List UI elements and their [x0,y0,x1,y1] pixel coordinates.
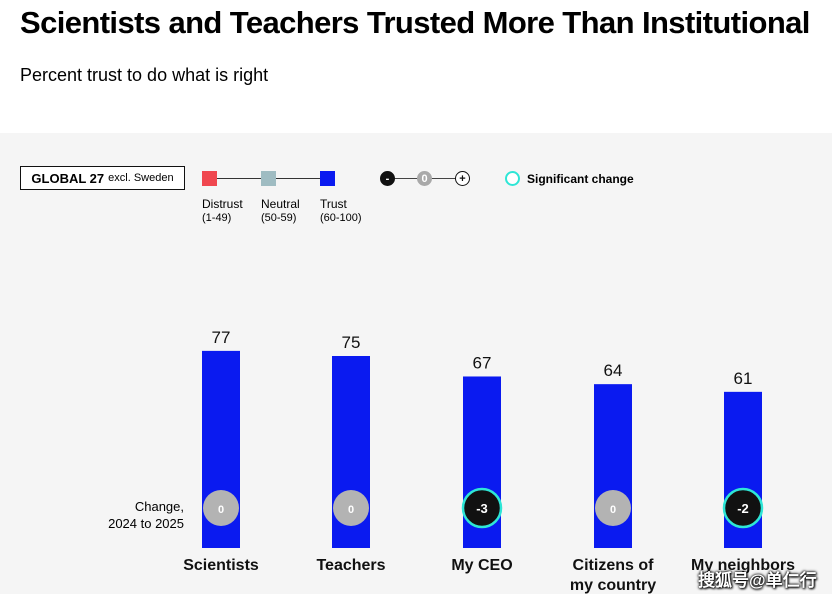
value-label-3: 64 [604,361,623,380]
legend-label-neutral: Neutral [261,197,300,211]
change-circle-0 [203,490,239,526]
chart-subtitle: Percent trust to do what is right [20,65,269,85]
category-label-2-0: My CEO [451,557,512,574]
significant-change-label: Significant change [527,172,634,186]
change-row-label: Change, 2024 to 2025 [86,498,184,532]
scope-label: GLOBAL 27 [31,170,105,186]
chart-panel [0,133,832,594]
change-circle-3 [595,490,631,526]
chart-title: Scientists and Teachers Trusted More Tha… [20,5,810,40]
significant-change-icon [505,171,520,186]
zero-change-dot: 0 [417,171,432,186]
legend-range-trust: (60-100) [320,212,362,224]
trust-swatch [320,171,335,186]
value-label-4: 61 [734,369,753,388]
value-label-2: 67 [473,353,492,372]
scope-box: GLOBAL 27 excl. Sweden [20,166,185,190]
change-circle-1 [333,490,369,526]
category-label-4-0: My neighbors [691,557,795,574]
distrust-swatch [202,171,217,186]
category-label-3-0: Citizens of [573,557,655,574]
change-label-3: 0 [610,504,616,516]
scope-note: excl. Sweden [108,172,174,184]
negative-change-dot: - [380,171,395,186]
change-label-line-2: 2024 to 2025 [108,516,184,531]
neutral-swatch [261,171,276,186]
change-label-0: 0 [218,504,224,516]
positive-change-dot: + [455,171,470,186]
category-label-0-0: Scientists [183,557,259,574]
change-circle-4 [722,487,764,529]
change-label-line-1: Change, [134,499,184,514]
legend-range-distrust: (1-49) [202,212,232,224]
change-label-1: 0 [348,504,354,516]
change-label-4: -2 [737,501,749,516]
category-label-1-0: Teachers [316,557,385,574]
value-label-1: 75 [342,333,361,352]
legend-range-neutral: (50-59) [261,212,297,224]
change-circle-2 [461,487,503,529]
watermark: 搜狐号@单仁行 [698,571,817,590]
category-label-3-1: my country [570,577,656,594]
legend-label-trust: Trust [320,197,347,211]
change-label-2: -3 [476,501,488,516]
legend-label-distrust: Distrust [202,197,243,211]
value-label-0: 77 [212,328,231,347]
